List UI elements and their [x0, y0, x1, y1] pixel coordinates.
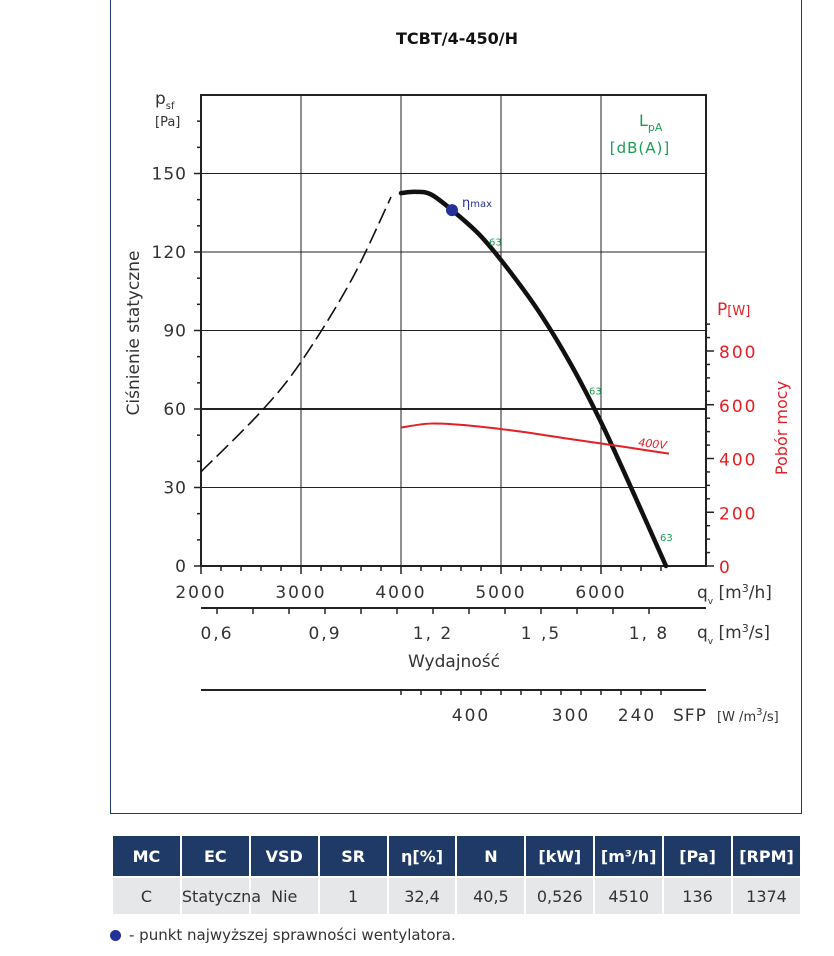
y-tick-label: 60: [163, 400, 187, 420]
power-series-label: 400V: [638, 436, 669, 452]
x-axis-label: Wydajność: [408, 652, 500, 672]
cell-rpm: 1374: [733, 876, 800, 914]
x-axis-unit-m3h: qv [m3/h]: [697, 582, 772, 607]
x-tick-label-m3s: 0,6: [200, 624, 233, 644]
chart-title: TCBT/4-450/H: [396, 29, 518, 48]
x-tick-label-m3h: 5000: [475, 583, 526, 603]
header-power: [kW]: [526, 836, 594, 876]
eta-max-dot-icon: [110, 929, 121, 941]
cell-n: 40,5: [457, 876, 525, 914]
cell-vsd: Nie: [250, 876, 318, 914]
y-axis-unit: [Pa]: [155, 115, 180, 130]
pressure-series-line: [398, 189, 669, 569]
legend-note-text: - punkt najwyższej sprawności wentylator…: [129, 926, 456, 944]
x-axis-unit-m3s: qv [m3/s]: [697, 622, 770, 647]
x-tick-label-m3h: 2000: [175, 583, 226, 603]
lpa-value-label: 63: [589, 387, 602, 398]
cell-flow: 4510: [595, 876, 663, 914]
power-tick-label: 600: [719, 397, 757, 417]
y-tick-label: 30: [163, 479, 187, 499]
power-axis-label: Pobór mocy: [772, 381, 791, 475]
cell-efficiency: 32,4: [388, 876, 456, 914]
header-vsd: VSD: [250, 836, 318, 876]
lpa-unit: [dB(A)]: [610, 139, 670, 157]
cell-power: 0,526: [526, 876, 594, 914]
lpa-value-label: 63: [660, 533, 673, 544]
header-flow: [m³/h]: [595, 836, 663, 876]
power-tick-label: 800: [719, 343, 757, 363]
parameters-table: MC EC VSD SR η[%] N [kW] [m³/h] [Pa] [RP…: [111, 836, 802, 914]
header-sr: SR: [319, 836, 387, 876]
table-row: C Statyczna Nie 1 32,4 40,5 0,526 4510 1…: [113, 876, 800, 914]
sfp-unit: [W /m3/s]: [717, 707, 779, 725]
x-tick-label-m3s: 1 ,5: [521, 624, 561, 644]
cell-ec: Statyczna: [181, 876, 261, 914]
table-header-row: MC EC VSD SR η[%] N [kW] [m³/h] [Pa] [RP…: [113, 836, 800, 876]
header-n: N: [457, 836, 525, 876]
cell-mc: C: [113, 876, 180, 914]
power-series-line: [400, 422, 670, 455]
header-pressure: [Pa]: [664, 836, 732, 876]
eta-max-point: [446, 204, 458, 217]
y-tick-label: 150: [152, 165, 187, 185]
x-tick-label-m3h: 3000: [275, 583, 326, 603]
power-axis-symbol: P[W]: [717, 300, 750, 320]
x-tick-label-m3s: 1, 2: [413, 624, 453, 644]
y-axis-label: Ciśnienie statyczne: [124, 251, 144, 416]
x-tick-label-m3s: 1, 8: [629, 624, 669, 644]
y-axis-symbol: psf: [155, 89, 175, 112]
x-tick-label-m3h: 4000: [375, 583, 426, 603]
y-tick-label: 0: [175, 557, 187, 577]
lpa-value-label: 63: [489, 238, 502, 249]
cell-pressure: 136: [664, 876, 732, 914]
sfp-label: SFP: [673, 706, 707, 726]
cell-sr: 1: [319, 876, 387, 914]
y-tick-label: 120: [152, 243, 187, 263]
header-ec: EC: [181, 836, 249, 876]
sfp-tick-label: 400: [452, 706, 490, 726]
pressure-unstable-series: [200, 196, 392, 473]
header-mc: MC: [113, 836, 180, 876]
chart-frame: TCBT/4-450/H 0 30 60 90 120 150 psf [Pa] Ciśnieni…: [110, 0, 802, 814]
fan-performance-chart: TCBT/4-450/H 0 30 60 90 120 150 psf [Pa] Ciśnieni…: [124, 29, 791, 726]
sfp-tick-label: 300: [552, 706, 590, 726]
power-tick-label: 200: [719, 504, 757, 524]
power-tick-label: 400: [719, 451, 757, 471]
x-tick-label-m3s: 0,9: [308, 624, 341, 644]
lpa-symbol: LpA: [639, 111, 663, 134]
sfp-tick-label: 240: [618, 706, 656, 726]
power-tick-label: 0: [719, 558, 732, 578]
x-tick-label-m3h: 6000: [575, 583, 626, 603]
y-tick-label: 90: [163, 322, 187, 342]
header-rpm: [RPM]: [733, 836, 800, 876]
legend-note: - punkt najwyższej sprawności wentylator…: [110, 926, 456, 944]
eta-max-label: ηmax: [462, 196, 492, 211]
header-efficiency: η[%]: [388, 836, 456, 876]
